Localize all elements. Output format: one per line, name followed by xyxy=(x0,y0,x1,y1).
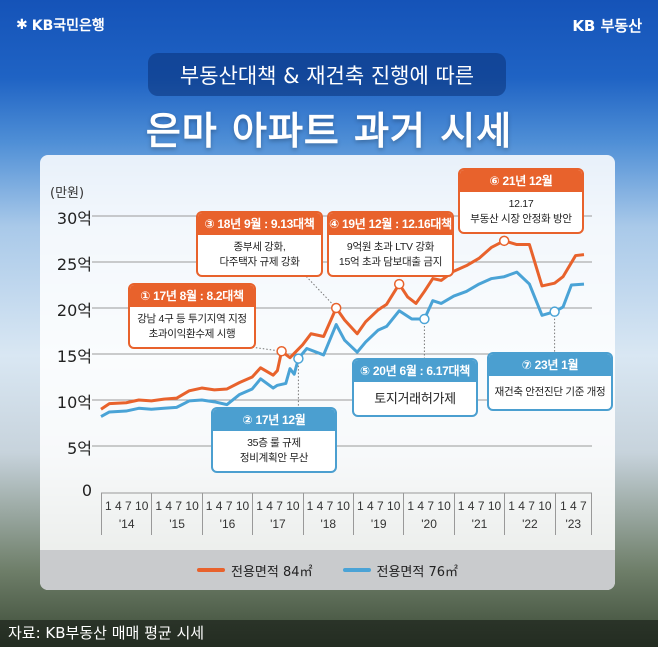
series-line-76 xyxy=(100,270,585,418)
callout-text: 강남 4구 등 투기지역 지정 xyxy=(137,313,247,325)
x-year-label: '22 xyxy=(522,517,538,531)
callout-header: ③ 18년 9월 : 9.13대책 xyxy=(198,213,321,235)
callout-text: 12.17 xyxy=(508,198,534,210)
callout-header: ① 17년 8월 : 8.2대책 xyxy=(130,285,254,307)
x-year-label: '15 xyxy=(169,517,185,531)
leader-line xyxy=(302,272,337,309)
x-year-label: '16 xyxy=(219,517,236,531)
x-month-ticks: 1 4 7 10 xyxy=(256,499,300,513)
annotation-marker xyxy=(293,353,304,364)
x-year-group: 1 4 7 10 '22 xyxy=(504,493,554,535)
x-year-label: '17 xyxy=(270,517,286,531)
subtitle: 부동산대책 & 재건축 진행에 따른 xyxy=(148,53,506,96)
callout-header: ② 17년 12월 xyxy=(213,409,335,431)
legend-label: 전용면적 76㎡ xyxy=(376,564,459,580)
callout-text: 다주택자 규제 강화 xyxy=(219,256,300,268)
source-note: 자료: KB부동산 매매 평균 시세 xyxy=(0,620,658,647)
x-year-group: 1 4 7 10 '19 xyxy=(353,493,403,535)
callout-header: ⑥ 21년 12월 xyxy=(460,170,582,192)
callout-text: 종부세 강화, xyxy=(233,241,286,253)
annotation-callout: ④ 19년 12월 : 12.16대책 9억원 초과 LTV 강화 15억 초과 담… xyxy=(327,211,454,277)
legend: 전용면적 84㎡ 전용면적 76㎡ xyxy=(40,550,615,590)
x-month-ticks: 1 4 7 10 xyxy=(508,499,552,513)
annotation-marker xyxy=(549,306,560,317)
kb-realestate-logo: KB 부동산 xyxy=(572,17,642,35)
x-year-group: 1 4 7 '23 xyxy=(554,493,592,535)
x-month-ticks: 1 4 7 10 xyxy=(407,499,451,513)
x-year-label: '21 xyxy=(471,517,488,531)
legend-item-84: 전용면적 84㎡ xyxy=(196,561,313,580)
x-year-group: 1 4 7 10 '15 xyxy=(151,493,201,535)
callout-text: 9억원 초과 LTV 강화 xyxy=(346,241,435,253)
legend-label: 전용면적 84㎡ xyxy=(230,564,313,580)
page-title: 은마 아파트 과거 시세 xyxy=(145,109,513,153)
callout-text: 15억 초과 담보대출 금지 xyxy=(338,256,443,268)
annotation-callout: ⑥ 21년 12월 12.17 부동산 시장 안정화 방안 xyxy=(458,168,584,234)
x-month-ticks: 1 4 7 xyxy=(559,499,587,513)
leader-line xyxy=(235,344,282,352)
annotation-marker xyxy=(393,278,405,290)
y-tick-label: 15억 xyxy=(56,347,92,366)
callout-header: ⑤ 20년 6월 : 6.17대책 xyxy=(354,360,476,382)
kb-bank-logo: ✱ KB국민은행 xyxy=(16,15,105,35)
y-tick-label: 20억 xyxy=(56,301,92,320)
annotation-marker xyxy=(276,345,287,357)
callout-text: 토지거래허가제 xyxy=(374,391,456,406)
callout-text: 정비계획안 무산 xyxy=(239,452,309,464)
y-axis-unit: (만원) xyxy=(50,186,85,201)
x-year-group: 1 4 7 10 '18 xyxy=(302,493,353,535)
x-year-label: '18 xyxy=(320,517,337,531)
x-year-label: '23 xyxy=(565,517,582,531)
y-tick-label: 5억 xyxy=(67,439,92,458)
annotation-marker xyxy=(498,235,510,247)
callout-text: 부동산 시장 안정화 방안 xyxy=(470,213,572,225)
x-month-ticks: 1 4 7 10 xyxy=(105,499,149,513)
callout-header: ⑦ 23년 1월 xyxy=(489,354,611,376)
y-tick-label: 30억 xyxy=(56,209,92,228)
y-tick-label: 25억 xyxy=(56,255,92,274)
x-year-group: 1 4 7 10 '16 xyxy=(201,493,252,535)
x-year-label: '19 xyxy=(370,517,387,531)
bank-logo-text: KB국민은행 xyxy=(31,18,105,34)
kb-star-icon: ✱ xyxy=(16,17,28,33)
legend-item-76: 전용면적 76㎡ xyxy=(342,561,459,580)
x-month-ticks: 1 4 7 10 xyxy=(155,499,199,513)
x-month-ticks: 1 4 7 10 xyxy=(357,499,401,513)
y-tick-label: 10억 xyxy=(56,393,92,412)
x-year-group: 1 4 7 10 '17 xyxy=(252,493,302,535)
x-year-group: 1 4 7 10 '21 xyxy=(453,493,504,535)
x-year-group: 1 4 7 10 '20 xyxy=(403,493,453,535)
callout-header: ④ 19년 12월 : 12.16대책 xyxy=(329,213,452,235)
y-tick-label: 0 xyxy=(81,481,92,500)
legend-swatch xyxy=(196,568,225,572)
callout-text: 초과이익환수제 시행 xyxy=(148,328,236,340)
callout-text: 재건축 안전진단 기준 개정 xyxy=(494,386,606,398)
x-year-group: 1 4 7 10 '14 xyxy=(101,493,151,535)
annotation-marker xyxy=(330,302,342,314)
callout-text: 35층 룰 규제 xyxy=(247,437,301,449)
x-month-ticks: 1 4 7 10 xyxy=(457,499,502,513)
x-year-label: '20 xyxy=(421,517,437,531)
annotation-marker xyxy=(419,313,430,325)
x-month-ticks: 1 4 7 10 xyxy=(205,499,250,513)
x-month-ticks: 1 4 7 10 xyxy=(306,499,350,513)
legend-swatch xyxy=(342,568,371,572)
x-year-label: '14 xyxy=(118,517,135,531)
